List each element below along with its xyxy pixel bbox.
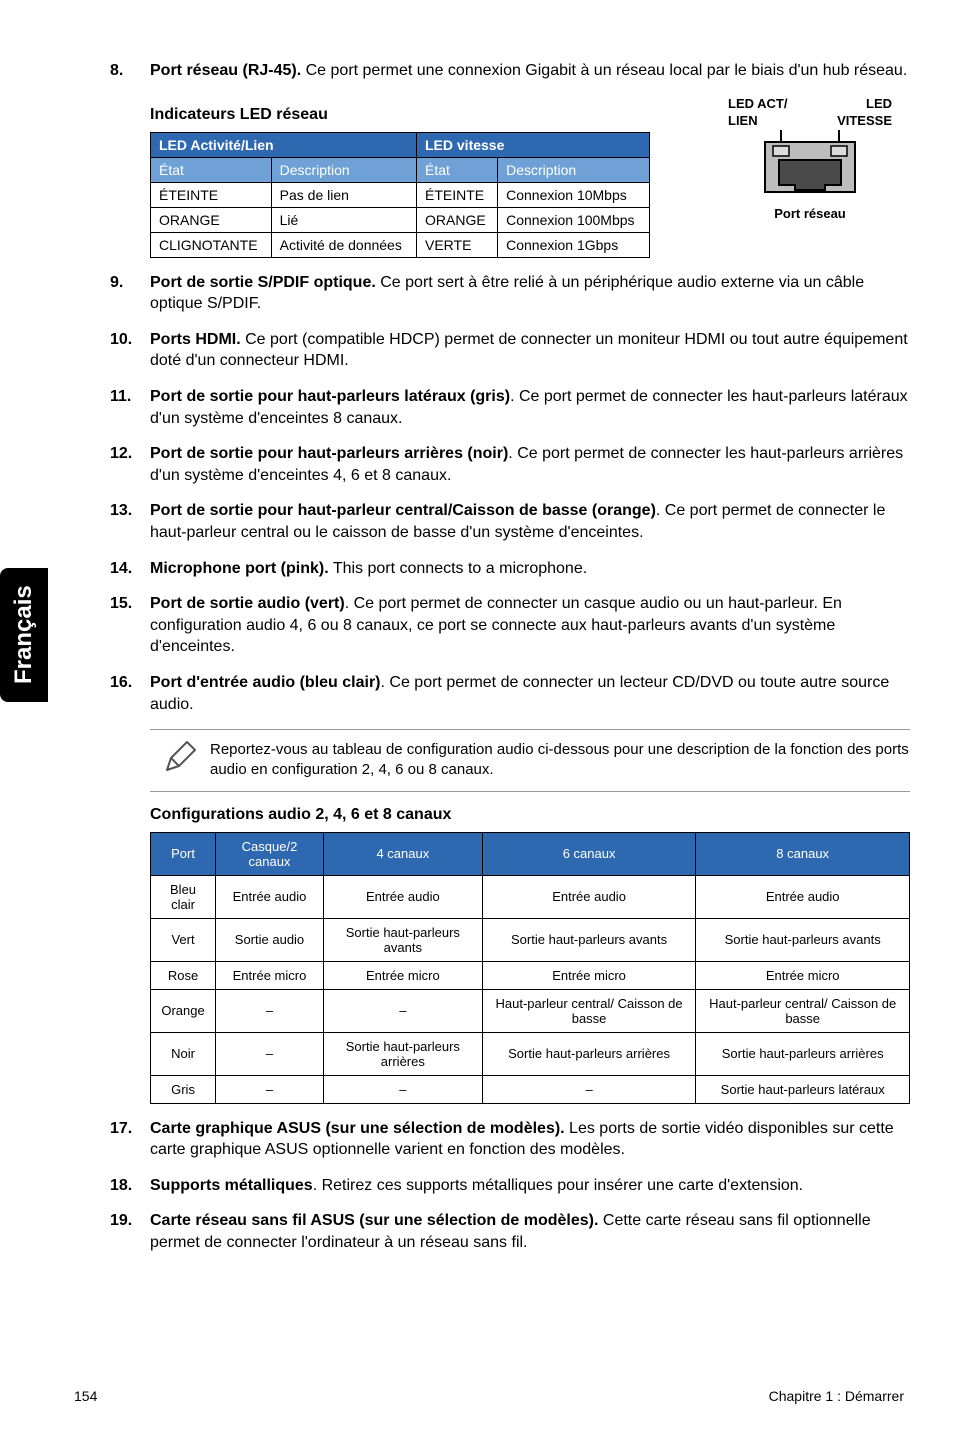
port-top-b: LED (866, 96, 892, 111)
item-rest: This port connects to a microphone. (329, 560, 588, 577)
table-row: Gris–––Sortie haut-parleurs latéraux (151, 1075, 910, 1103)
item-bold: Supports métalliques (150, 1177, 313, 1194)
chapter-label: Chapitre 1 : Démarrer (769, 1388, 904, 1404)
led-sub-2: État (417, 157, 498, 182)
rj45-port-icon (755, 130, 865, 200)
item-number: 14. (110, 558, 150, 580)
audio-th-3: 6 canaux (482, 832, 696, 875)
port-caption: Port réseau (710, 206, 910, 221)
item-body: Port d'entrée audio (bleu clair). Ce por… (150, 672, 910, 715)
table-row: Orange––Haut-parleur central/ Caisson de… (151, 989, 910, 1032)
led-table: LED Activité/Lien LED vitesse État Descr… (150, 132, 650, 258)
led-sub-0: État (151, 157, 272, 182)
audio-th-1: Casque/2 canaux (216, 832, 324, 875)
item-body: Port de sortie pour haut-parleurs latéra… (150, 386, 910, 429)
port-diagram: LED ACT/ LED LIEN VITESSE Port réseau (710, 96, 910, 221)
side-language-tab: Français (0, 568, 48, 702)
item-body: Port de sortie pour haut-parleur central… (150, 500, 910, 543)
audio-th-4: 8 canaux (696, 832, 910, 875)
item-bold: Carte réseau sans fil ASUS (sur une séle… (150, 1212, 598, 1229)
item-body: Port de sortie audio (vert). Ce port per… (150, 593, 910, 658)
item-body: Port de sortie S/PDIF optique. Ce port s… (150, 272, 910, 315)
item-number: 13. (110, 500, 150, 543)
table-row: VertSortie audioSortie haut-parleurs ava… (151, 918, 910, 961)
led-sub-3: Description (498, 157, 650, 182)
item-body: Carte graphique ASUS (sur une sélection … (150, 1118, 910, 1161)
item-bold: Ports HDMI. (150, 331, 241, 348)
item-number: 12. (110, 443, 150, 486)
page-content: 8. Port réseau (RJ-45). Ce port permet u… (110, 60, 910, 1254)
item-bold: Carte graphique ASUS (sur une sélection … (150, 1120, 565, 1137)
led-group-2: LED vitesse (417, 132, 650, 157)
item-number: 16. (110, 672, 150, 715)
item-body: Port de sortie pour haut-parleurs arrièr… (150, 443, 910, 486)
note-text: Reportez-vous au tableau de configuratio… (210, 740, 910, 781)
table-row: ORANGE Lié ORANGE Connexion 100Mbps (151, 207, 650, 232)
item-body: Carte réseau sans fil ASUS (sur une séle… (150, 1210, 910, 1253)
item-bold: Port de sortie S/PDIF optique. (150, 274, 376, 291)
audio-table: Port Casque/2 canaux 4 canaux 6 canaux 8… (150, 832, 910, 1104)
table-row: ÉTEINTE Pas de lien ÉTEINTE Connexion 10… (151, 182, 650, 207)
item-bold: Port de sortie pour haut-parleurs latéra… (150, 388, 510, 405)
port-label-b: VITESSE (837, 113, 892, 128)
page-number: 154 (74, 1388, 97, 1404)
item-bold: Microphone port (pink). (150, 560, 329, 577)
item-number: 19. (110, 1210, 150, 1253)
item-number: 10. (110, 329, 150, 372)
item-number: 18. (110, 1175, 150, 1197)
item-number: 8. (110, 60, 150, 82)
item-rest: . Retirez ces supports métalliques pour … (313, 1177, 803, 1194)
led-sub-1: Description (271, 157, 416, 182)
list-9-16: 9.Port de sortie S/PDIF optique. Ce port… (110, 272, 910, 716)
item-rest: Ce port (compatible HDCP) permet de conn… (150, 331, 908, 370)
page-footer: 154 Chapitre 1 : Démarrer (74, 1388, 904, 1404)
item-body: Ports HDMI. Ce port (compatible HDCP) pe… (150, 329, 910, 372)
audio-th-2: 4 canaux (323, 832, 482, 875)
item-body: Port réseau (RJ-45). Ce port permet une … (150, 60, 910, 82)
item-body: Microphone port (pink). This port connec… (150, 558, 910, 580)
led-group-1: LED Activité/Lien (151, 132, 417, 157)
port-top-a: LED ACT/ (728, 96, 787, 111)
network-led-section: Indicateurs LED réseau LED Activité/Lien… (150, 96, 910, 258)
port-label-a: LIEN (728, 113, 758, 128)
item-number: 17. (110, 1118, 150, 1161)
table-row: CLIGNOTANTE Activité de données VERTE Co… (151, 232, 650, 257)
item-bold: Port d'entrée audio (bleu clair) (150, 674, 381, 691)
item-number: 9. (110, 272, 150, 315)
list-17-19: 17.Carte graphique ASUS (sur une sélecti… (110, 1118, 910, 1254)
note-row: Reportez-vous au tableau de configuratio… (150, 729, 910, 792)
audio-th-0: Port (151, 832, 216, 875)
item-number: 15. (110, 593, 150, 658)
item-bold: Port de sortie audio (vert) (150, 595, 345, 612)
item-bold: Port de sortie pour haut-parleurs arrièr… (150, 445, 508, 462)
pencil-icon (150, 740, 210, 774)
item-bold: Port de sortie pour haut-parleur central… (150, 502, 656, 519)
item-body: Supports métalliques. Retirez ces suppor… (150, 1175, 910, 1197)
table-row: RoseEntrée microEntrée microEntrée micro… (151, 961, 910, 989)
item-number: 11. (110, 386, 150, 429)
item-rest: Ce port permet une connexion Gigabit à u… (301, 62, 907, 79)
led-section-title: Indicateurs LED réseau (150, 106, 650, 124)
item-bold: Port réseau (RJ-45). (150, 62, 301, 79)
audio-title: Configurations audio 2, 4, 6 et 8 canaux (150, 806, 910, 824)
table-row: Noir–Sortie haut-parleurs arrièresSortie… (151, 1032, 910, 1075)
table-row: Bleu clairEntrée audioEntrée audioEntrée… (151, 875, 910, 918)
list-item-8: 8. Port réseau (RJ-45). Ce port permet u… (110, 60, 910, 82)
